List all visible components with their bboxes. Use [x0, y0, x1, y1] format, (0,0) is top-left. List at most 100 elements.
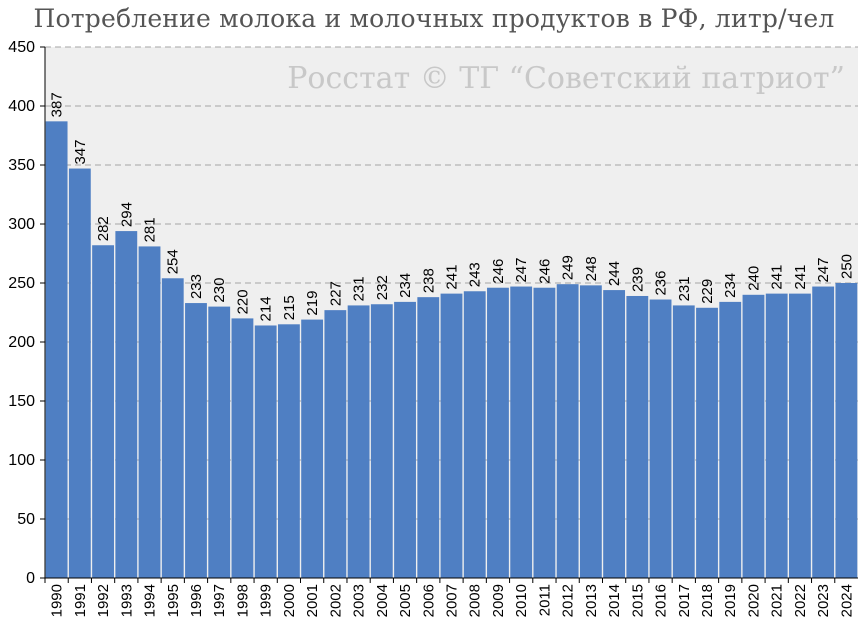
x-tick-label: 1999 — [258, 584, 275, 617]
data-label: 231 — [351, 276, 368, 301]
x-tick-label: 2020 — [745, 584, 762, 617]
x-tick-label: 2005 — [397, 584, 414, 617]
data-label: 347 — [72, 140, 89, 165]
bar-2008 — [463, 291, 486, 578]
data-label: 214 — [258, 296, 275, 321]
bar-2019 — [719, 301, 742, 578]
bars — [45, 121, 858, 579]
x-tick-label: 1991 — [72, 584, 89, 617]
bar-2005 — [394, 301, 416, 578]
x-tick-label: 2006 — [420, 584, 437, 617]
data-label: 246 — [536, 259, 553, 284]
y-tick-labels: 0 50 100 150 200 250 300 350 400 450 — [8, 39, 35, 587]
x-tick-label: 2021 — [769, 584, 786, 617]
chart-title: Потребление молока и молочных продуктов … — [33, 4, 835, 33]
x-tick-label: 1992 — [95, 584, 112, 617]
data-label: 238 — [420, 268, 437, 293]
bar-2002 — [324, 310, 347, 578]
bar-1998 — [231, 318, 254, 578]
data-label: 241 — [444, 265, 461, 290]
x-tick-label: 2015 — [629, 584, 646, 617]
data-label: 241 — [792, 265, 809, 290]
data-label: 232 — [374, 275, 391, 300]
y-tick-label: 450 — [8, 39, 35, 56]
bar-1991 — [68, 168, 91, 579]
x-tick-label: 1996 — [188, 584, 205, 617]
x-tick-label: 2013 — [583, 584, 600, 617]
x-tick-label: 2022 — [792, 584, 809, 617]
bar-2007 — [440, 293, 463, 578]
y-tick-label: 100 — [8, 452, 35, 469]
data-label: 247 — [513, 258, 530, 283]
x-tick-label: 2024 — [838, 584, 855, 617]
bar-2001 — [301, 319, 324, 578]
bar-1990 — [45, 121, 68, 578]
x-tick-label: 1995 — [165, 584, 182, 617]
data-label: 248 — [583, 256, 600, 281]
bar-1996 — [185, 303, 207, 578]
x-tick-label: 2001 — [304, 584, 321, 617]
data-label: 247 — [815, 258, 832, 283]
x-tick-label: 2004 — [374, 584, 391, 617]
data-label: 230 — [211, 278, 228, 303]
bar-2013 — [579, 285, 602, 578]
data-label: 387 — [49, 92, 66, 117]
data-label: 234 — [397, 273, 414, 298]
data-label: 243 — [467, 262, 484, 287]
x-tick-label: 2016 — [653, 584, 670, 617]
x-tick-label: 2007 — [444, 584, 461, 617]
bar-2023 — [812, 286, 835, 578]
data-label: 294 — [118, 202, 135, 227]
y-tick-label: 300 — [8, 216, 35, 233]
y-tick-label: 150 — [8, 393, 35, 410]
x-tick-label: 2009 — [490, 584, 507, 617]
y-tick-label: 50 — [17, 511, 35, 528]
data-label: 227 — [327, 281, 344, 306]
bar-2009 — [487, 287, 509, 578]
x-tick-label: 2017 — [676, 584, 693, 617]
y-tick-label: 0 — [26, 570, 35, 587]
bar-1992 — [92, 245, 114, 579]
y-tick-label: 200 — [8, 334, 35, 351]
bar-2015 — [626, 295, 649, 578]
bar-2018 — [696, 307, 718, 578]
bar-2022 — [789, 293, 811, 578]
bar-2003 — [347, 305, 370, 578]
x-tick-label: 2002 — [327, 584, 344, 617]
x-tick-label: 1998 — [234, 584, 251, 617]
y-tick-label: 400 — [8, 98, 35, 115]
x-tick-label: 2018 — [699, 584, 716, 617]
axes — [40, 46, 858, 579]
bar-2024 — [835, 283, 858, 578]
data-labels: 387 347 282 294 281 254 233 230 220 214 215 219 227 2… — [49, 92, 856, 321]
data-label: 249 — [560, 255, 577, 280]
watermark: Росстат © ТГ “Советский патриот” — [287, 61, 845, 96]
bar-2011 — [533, 287, 556, 578]
x-tick-label: 2023 — [815, 584, 832, 617]
data-label: 236 — [653, 270, 670, 295]
bar-2010 — [510, 286, 533, 578]
x-tick-label: 2011 — [536, 584, 553, 616]
data-label: 244 — [606, 261, 623, 286]
data-label: 240 — [745, 266, 762, 291]
bar-2016 — [649, 299, 672, 578]
bar-2000 — [277, 324, 300, 578]
data-label: 234 — [722, 273, 739, 298]
bar-1999 — [254, 325, 277, 578]
data-label: 241 — [769, 265, 786, 290]
data-label: 282 — [95, 216, 112, 241]
bar-2012 — [556, 284, 579, 578]
data-label: 215 — [281, 295, 298, 320]
x-tick-label: 2012 — [560, 584, 577, 617]
y-tick-label: 250 — [8, 275, 35, 292]
x-tick-label: 2010 — [513, 584, 530, 617]
data-label: 250 — [838, 254, 855, 279]
data-label: 231 — [676, 276, 693, 301]
x-tick-label: 1994 — [142, 584, 159, 617]
x-tick-label: 1997 — [211, 584, 228, 617]
bar-1993 — [115, 231, 138, 578]
x-tick-label: 2003 — [351, 584, 368, 617]
x-tick-label: 1993 — [118, 584, 135, 617]
